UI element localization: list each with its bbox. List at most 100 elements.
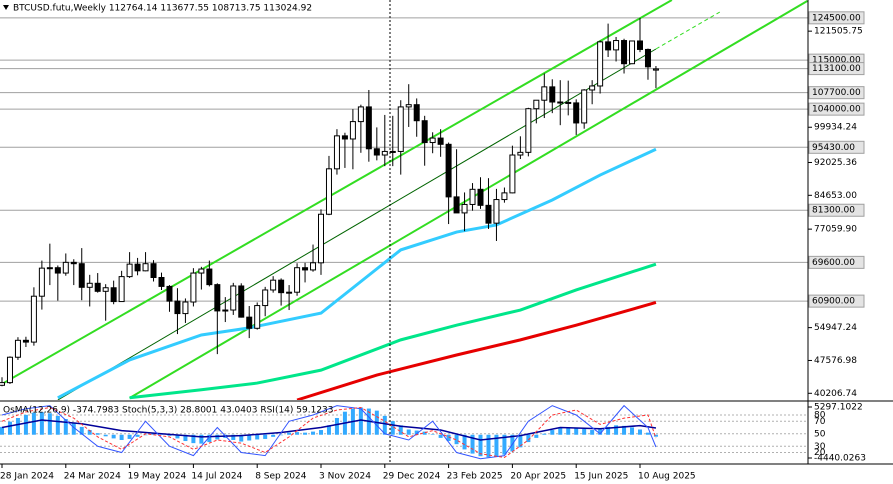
osma-bar bbox=[614, 425, 619, 435]
candle-body bbox=[46, 267, 53, 270]
y-tick-label: 92025.36 bbox=[814, 158, 857, 168]
candle-body bbox=[190, 272, 197, 303]
candle-body bbox=[0, 382, 5, 386]
candle-body bbox=[126, 263, 133, 278]
candle-body bbox=[182, 301, 189, 315]
osma-bar bbox=[271, 434, 276, 437]
y-tick-label: 121505.75 bbox=[814, 27, 863, 37]
moving-average bbox=[296, 301, 657, 400]
indicator-layer bbox=[0, 404, 808, 460]
osma-bar bbox=[390, 421, 395, 435]
candle-body bbox=[70, 261, 77, 265]
osma-bar bbox=[653, 434, 658, 437]
x-tick-label: 15 Jun 2025 bbox=[574, 472, 628, 482]
osma-bar bbox=[15, 417, 20, 435]
osma-bar bbox=[319, 430, 323, 435]
osma-bar bbox=[446, 434, 451, 442]
osma-bar bbox=[175, 434, 180, 439]
osma-bar bbox=[398, 425, 403, 435]
level-label-box bbox=[808, 62, 865, 76]
y-tick-label: 40206.74 bbox=[814, 389, 857, 399]
candle-body bbox=[222, 309, 229, 312]
osma-bar bbox=[71, 423, 76, 435]
osma-bar bbox=[622, 425, 627, 435]
candle-body bbox=[533, 99, 540, 110]
osma-bar bbox=[494, 434, 499, 457]
candle-body bbox=[54, 267, 61, 274]
osma-bar bbox=[630, 427, 635, 435]
candle-body bbox=[38, 267, 45, 297]
osma-bar bbox=[39, 412, 44, 435]
level-label-box bbox=[808, 203, 865, 217]
candle-body bbox=[166, 285, 173, 302]
candle-body bbox=[246, 316, 253, 329]
candle-body bbox=[78, 263, 85, 288]
osma-bar bbox=[598, 429, 603, 435]
level-label: 95430.00 bbox=[812, 143, 855, 153]
osma-bar bbox=[7, 421, 12, 435]
candle-body bbox=[357, 106, 364, 123]
candle-body bbox=[206, 268, 213, 286]
candle-body bbox=[501, 192, 508, 201]
candle-body bbox=[6, 356, 13, 384]
osma-bar bbox=[382, 415, 387, 435]
candle-body bbox=[94, 282, 101, 292]
osma-bar bbox=[454, 434, 459, 445]
x-tick-label: 20 Apr 2025 bbox=[510, 472, 566, 482]
candle-body bbox=[589, 85, 596, 91]
candle-body bbox=[565, 101, 572, 104]
osma-bar bbox=[199, 434, 204, 444]
indicator-line bbox=[1, 419, 657, 441]
level-label: 113100.00 bbox=[812, 64, 861, 74]
osma-bar bbox=[414, 430, 419, 435]
osma-bar bbox=[422, 431, 427, 435]
osma-bar bbox=[645, 432, 650, 435]
candle-body bbox=[397, 106, 404, 152]
osma-bar bbox=[510, 434, 515, 452]
level-label-box bbox=[808, 294, 865, 308]
candle-body bbox=[389, 150, 396, 153]
candle-body bbox=[597, 41, 604, 87]
osma-bar bbox=[526, 434, 531, 443]
osma-bar bbox=[438, 434, 443, 438]
axis-layer: 121505.75103764.3599934.2492025.3684653.… bbox=[0, 11, 866, 482]
candle-body bbox=[525, 108, 532, 153]
osma-bar bbox=[311, 431, 316, 435]
candle-body bbox=[644, 48, 651, 68]
level-label: 115000.00 bbox=[812, 56, 861, 66]
osma-bar bbox=[103, 434, 108, 437]
level-label: 104000.00 bbox=[812, 105, 861, 115]
candle-body bbox=[469, 188, 476, 205]
candle-body bbox=[62, 261, 69, 274]
osma-bar bbox=[95, 433, 100, 435]
candle-body bbox=[477, 188, 484, 206]
candle-body bbox=[581, 89, 588, 124]
candle-body bbox=[150, 263, 157, 279]
candle-body bbox=[517, 151, 524, 156]
menu-arrow[interactable] bbox=[3, 5, 9, 10]
candle-body bbox=[373, 148, 380, 156]
candle-body bbox=[461, 203, 468, 214]
candle-body bbox=[286, 291, 293, 294]
candle-body bbox=[238, 285, 245, 318]
osma-bar bbox=[406, 429, 411, 435]
osma-bar bbox=[183, 434, 188, 442]
candle-body bbox=[214, 284, 221, 312]
candle-body bbox=[605, 41, 612, 51]
y-tick-label: 99934.24 bbox=[814, 123, 857, 133]
x-tick-label: 19 May 2024 bbox=[128, 472, 187, 482]
candle-body bbox=[294, 267, 301, 293]
candle-body bbox=[341, 135, 348, 140]
osma-bar bbox=[119, 434, 124, 440]
osma-bar bbox=[470, 434, 475, 454]
indicator-tick-label: 20 bbox=[814, 448, 826, 458]
candle-body bbox=[102, 287, 109, 292]
candle-body bbox=[262, 289, 269, 307]
osma-bar bbox=[502, 434, 507, 455]
osma-bar bbox=[582, 428, 587, 435]
indicator-tick-label: 70 bbox=[814, 417, 826, 427]
osma-bar bbox=[550, 430, 555, 435]
level-label-box bbox=[808, 102, 865, 116]
candle-body bbox=[652, 68, 659, 71]
